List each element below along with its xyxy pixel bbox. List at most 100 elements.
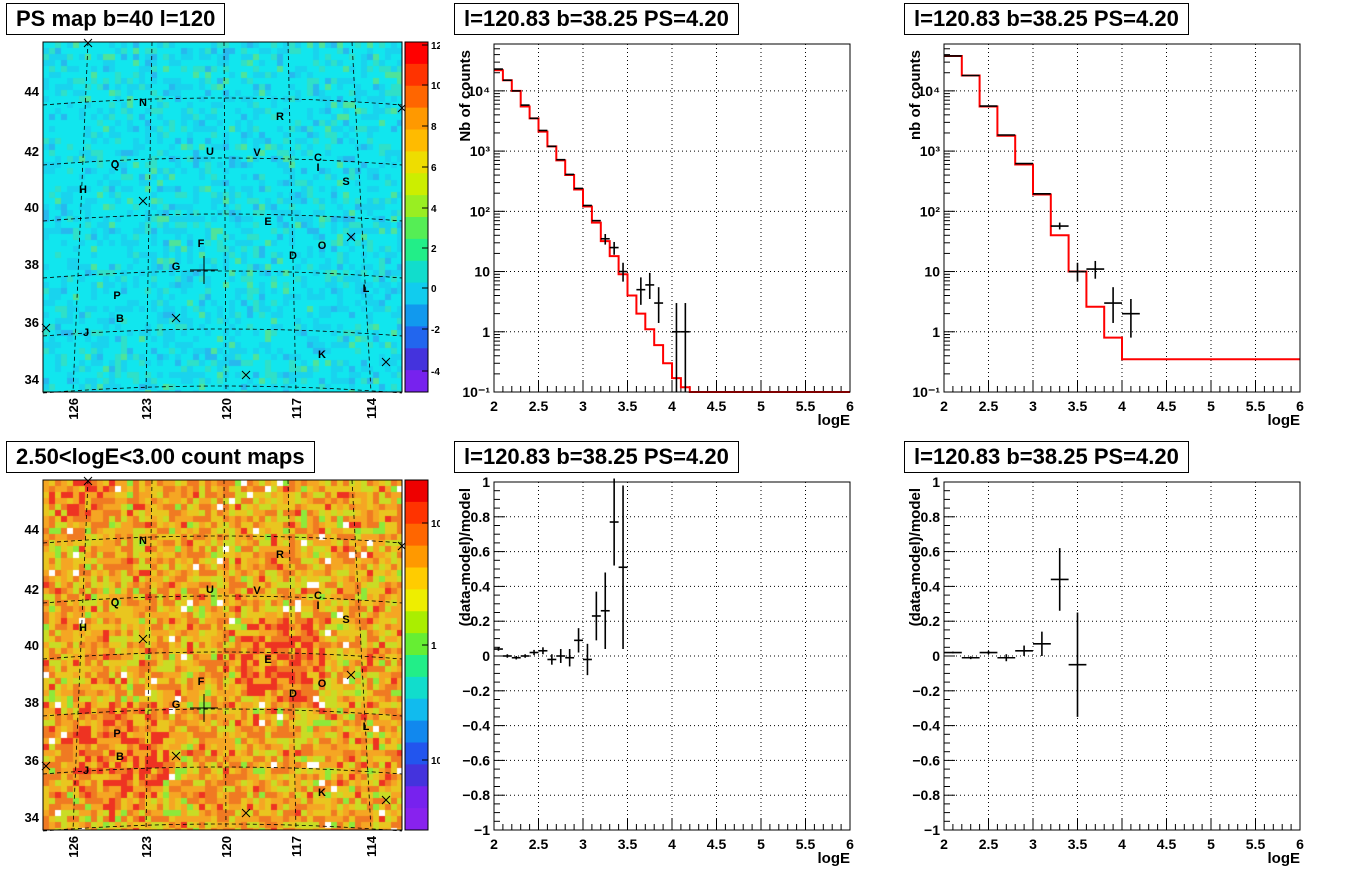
color-scale-band [405, 611, 428, 634]
residual-panel-2: 2 2.5 3 3.5 4 4.5 5 5.5 6 −1 −0.8 −0.6 −0.4 −0.2 0 0.2 0… [898, 438, 1348, 876]
x-tick-label: 6 [846, 398, 854, 414]
color-scale-label: 6 [431, 163, 437, 174]
spectrum-title-1: l=120.83 b=38.25 PS=4.20 [454, 3, 739, 35]
source-label: I [316, 600, 319, 612]
color-scale-band [405, 304, 428, 327]
source-label: Q [111, 597, 120, 609]
color-scale-label: 10 [431, 81, 440, 92]
source-label: S [342, 614, 349, 626]
y-tick-label: 0.6 [921, 544, 941, 560]
data-point [591, 591, 601, 641]
graticule-longitude [145, 41, 153, 393]
y-tick-label: 10³ [920, 143, 941, 159]
lat-tick-label: 36 [25, 315, 39, 330]
x-tick-label: 3.5 [618, 398, 638, 414]
data-point [618, 262, 628, 282]
source-label: B [116, 751, 124, 763]
y-tick-label: −1 [924, 822, 940, 838]
color-scale-label: -4 [431, 367, 440, 378]
color-scale-band [405, 348, 428, 371]
graticule-longitude [72, 41, 89, 393]
residual-title-1: l=120.83 b=38.25 PS=4.20 [454, 441, 739, 473]
color-scale-band [405, 151, 428, 174]
y-axis-label: nb of counts [907, 50, 924, 140]
spectrum-panel-1: 2 2.5 3 3.5 4 4.5 5 5.5 6 10⁻¹ 1 10 10² 10³ 10⁴ logE Nb … [448, 0, 898, 438]
x-axis-label: logE [1268, 850, 1301, 867]
y-tick-label: 1 [482, 324, 490, 340]
graticule-longitude [351, 479, 372, 831]
color-scale-band [405, 545, 428, 568]
y-tick-label: 0.2 [921, 613, 941, 629]
data-point [1050, 222, 1069, 230]
color-scale-band [405, 173, 428, 196]
source-label: K [318, 349, 326, 361]
x-tick-label: 5 [1207, 398, 1215, 414]
y-tick-label: −0.4 [462, 718, 490, 734]
plot-frame [943, 481, 1301, 831]
ps-map-title: PS map b=40 l=120 [6, 3, 226, 35]
data-point [494, 647, 503, 651]
source-label: N [139, 535, 147, 547]
source-label: I [316, 162, 319, 174]
lon-tick-label: 126 [66, 836, 81, 858]
x-tick-label: 4 [1118, 398, 1126, 414]
y-tick-label: −0.8 [912, 787, 940, 803]
source-label: F [198, 238, 205, 250]
data-point [600, 572, 610, 650]
color-scale-band [405, 260, 428, 284]
y-tick-label: 1 [932, 474, 940, 490]
data-point [547, 654, 557, 665]
data-point [574, 628, 583, 653]
y-tick-label: 0 [932, 648, 940, 664]
color-scale-band [405, 195, 428, 218]
data-point [556, 649, 566, 663]
source-label: E [264, 654, 271, 666]
spectrum-plot-2: 2 2.5 3 3.5 4 4.5 5 5.5 6 10⁻¹ 1 10 10² 10³ 10⁴ logE nb … [907, 43, 1304, 429]
data-point [636, 277, 646, 305]
source-label: C [314, 152, 322, 164]
data-point [1068, 612, 1087, 717]
x-tick-label: 5.5 [1246, 836, 1266, 852]
x-tick-label: 4 [668, 836, 676, 852]
x-tick-label: 2.5 [979, 836, 999, 852]
source-marker [171, 751, 181, 761]
source-marker [241, 808, 251, 818]
lat-tick-label: 40 [25, 638, 39, 653]
y-tick-label: 1 [482, 474, 490, 490]
y-tick-label: 10 [924, 264, 940, 280]
source-label: E [264, 216, 271, 228]
color-scale-band [405, 720, 428, 743]
source-marker [381, 795, 391, 805]
y-tick-label: −1 [474, 822, 490, 838]
x-tick-label: 5.5 [1246, 398, 1266, 414]
color-scale-band [405, 742, 428, 765]
y-axis-label: Nb of counts [457, 50, 474, 142]
color-scale-band [405, 523, 428, 547]
residual-title-2: l=120.83 b=38.25 PS=4.20 [904, 441, 1189, 473]
source-marker [83, 38, 93, 48]
lat-tick-label: 44 [25, 522, 40, 537]
color-scale-band [405, 764, 428, 787]
source-marker [138, 634, 148, 644]
lat-tick-label: 38 [25, 695, 39, 710]
data-point [565, 649, 575, 667]
count-map-plot: N R Q U V CI H S E F O G D P L B J K 44 42 40 38 36 34 126 123 120… [25, 476, 451, 858]
x-tick-label: 4.5 [707, 836, 727, 852]
source-label: K [318, 787, 326, 799]
lon-tick-label: 123 [139, 836, 154, 858]
x-tick-label: 5.5 [796, 398, 816, 414]
source-label: V [253, 585, 261, 597]
color-scale-band [405, 633, 428, 656]
data-point [1033, 631, 1051, 656]
source-label: G [172, 261, 181, 273]
data-point [529, 649, 539, 656]
x-tick-label: 3 [579, 836, 587, 852]
color-scale-frame [404, 41, 429, 393]
x-tick-label: 3.5 [618, 836, 638, 852]
x-tick-label: 6 [1296, 836, 1304, 852]
y-tick-label: −0.4 [912, 718, 940, 734]
source-label: D [289, 250, 297, 262]
source-label: V [253, 147, 261, 159]
lon-tick-label: 117 [289, 836, 304, 857]
